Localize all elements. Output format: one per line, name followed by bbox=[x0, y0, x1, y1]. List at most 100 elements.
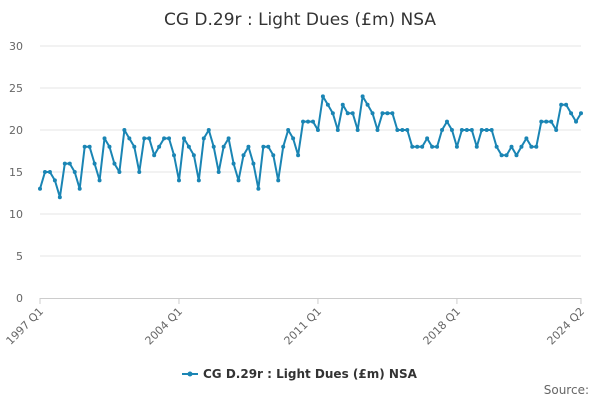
data-point[interactable] bbox=[474, 144, 479, 149]
data-point[interactable] bbox=[519, 144, 524, 149]
data-point[interactable] bbox=[320, 94, 325, 99]
data-point[interactable] bbox=[425, 136, 430, 141]
data-point[interactable] bbox=[390, 111, 395, 116]
data-point[interactable] bbox=[340, 102, 345, 107]
data-point[interactable] bbox=[365, 102, 370, 107]
data-point[interactable] bbox=[57, 195, 62, 200]
data-point[interactable] bbox=[112, 161, 117, 166]
data-point[interactable] bbox=[251, 161, 256, 166]
data-point[interactable] bbox=[405, 128, 410, 132]
data-point[interactable] bbox=[231, 161, 236, 166]
data-point[interactable] bbox=[181, 136, 186, 141]
data-point[interactable] bbox=[559, 102, 564, 107]
data-point[interactable] bbox=[186, 144, 191, 149]
data-point[interactable] bbox=[420, 144, 425, 149]
data-point[interactable] bbox=[440, 128, 445, 132]
data-point[interactable] bbox=[529, 144, 534, 149]
data-point[interactable] bbox=[87, 144, 92, 149]
data-point[interactable] bbox=[97, 178, 102, 183]
data-point[interactable] bbox=[569, 111, 574, 116]
data-point[interactable] bbox=[206, 128, 211, 132]
data-point[interactable] bbox=[395, 128, 400, 132]
data-point[interactable] bbox=[137, 170, 142, 174]
data-point[interactable] bbox=[494, 144, 499, 149]
data-point[interactable] bbox=[42, 170, 47, 174]
data-point[interactable] bbox=[400, 128, 405, 132]
data-point[interactable] bbox=[157, 144, 162, 149]
data-point[interactable] bbox=[152, 153, 157, 158]
data-point[interactable] bbox=[325, 102, 330, 107]
data-point[interactable] bbox=[127, 136, 132, 141]
data-point[interactable] bbox=[241, 153, 246, 158]
data-point[interactable] bbox=[489, 128, 494, 132]
data-point[interactable] bbox=[315, 128, 320, 132]
data-point[interactable] bbox=[107, 144, 112, 149]
data-point[interactable] bbox=[435, 144, 440, 149]
data-point[interactable] bbox=[479, 128, 484, 132]
data-point[interactable] bbox=[524, 136, 529, 141]
data-point[interactable] bbox=[301, 119, 306, 124]
data-point[interactable] bbox=[67, 161, 72, 166]
data-point[interactable] bbox=[77, 186, 82, 191]
data-point[interactable] bbox=[370, 111, 375, 116]
data-point[interactable] bbox=[62, 161, 67, 166]
data-point[interactable] bbox=[132, 144, 137, 149]
data-point[interactable] bbox=[469, 128, 474, 132]
data-point[interactable] bbox=[291, 136, 296, 141]
data-point[interactable] bbox=[306, 119, 311, 124]
data-point[interactable] bbox=[211, 144, 216, 149]
data-point[interactable] bbox=[201, 136, 206, 141]
data-point[interactable] bbox=[415, 144, 420, 149]
data-point[interactable] bbox=[410, 144, 415, 149]
data-point[interactable] bbox=[256, 186, 261, 191]
data-point[interactable] bbox=[499, 153, 504, 158]
data-point[interactable] bbox=[330, 111, 335, 116]
data-point[interactable] bbox=[375, 128, 380, 132]
data-point[interactable] bbox=[310, 119, 315, 124]
data-point[interactable] bbox=[444, 119, 449, 124]
data-point[interactable] bbox=[544, 119, 549, 124]
data-point[interactable] bbox=[459, 128, 464, 132]
data-point[interactable] bbox=[176, 178, 181, 183]
data-point[interactable] bbox=[122, 128, 127, 132]
data-point[interactable] bbox=[449, 128, 454, 132]
data-point[interactable] bbox=[430, 144, 435, 149]
data-point[interactable] bbox=[246, 144, 251, 149]
data-point[interactable] bbox=[360, 94, 365, 99]
data-point[interactable] bbox=[464, 128, 469, 132]
data-point[interactable] bbox=[172, 153, 177, 158]
data-point[interactable] bbox=[539, 119, 544, 124]
data-point[interactable] bbox=[296, 153, 301, 158]
data-point[interactable] bbox=[350, 111, 355, 116]
data-point[interactable] bbox=[147, 136, 152, 141]
data-point[interactable] bbox=[484, 128, 489, 132]
data-point[interactable] bbox=[276, 178, 281, 183]
data-point[interactable] bbox=[226, 136, 231, 141]
data-point[interactable] bbox=[385, 111, 390, 116]
data-point[interactable] bbox=[454, 144, 459, 149]
data-point[interactable] bbox=[549, 119, 554, 124]
data-point[interactable] bbox=[261, 144, 266, 149]
data-point[interactable] bbox=[196, 178, 201, 183]
legend[interactable]: CG D.29r : Light Dues (£m) NSA bbox=[182, 367, 418, 381]
data-point[interactable] bbox=[167, 136, 172, 141]
data-point[interactable] bbox=[72, 170, 77, 174]
data-point[interactable] bbox=[191, 153, 196, 158]
data-point[interactable] bbox=[221, 144, 226, 149]
data-point[interactable] bbox=[102, 136, 107, 141]
data-point[interactable] bbox=[142, 136, 147, 141]
data-point[interactable] bbox=[574, 119, 579, 124]
data-point[interactable] bbox=[281, 144, 286, 149]
data-point[interactable] bbox=[216, 170, 221, 174]
data-point[interactable] bbox=[286, 128, 291, 132]
data-point[interactable] bbox=[47, 170, 52, 174]
data-point[interactable] bbox=[236, 178, 241, 183]
data-point[interactable] bbox=[271, 153, 276, 158]
data-point[interactable] bbox=[564, 102, 569, 107]
data-point[interactable] bbox=[345, 111, 350, 116]
data-point[interactable] bbox=[509, 144, 514, 149]
data-point[interactable] bbox=[117, 170, 122, 174]
data-point[interactable] bbox=[335, 128, 340, 132]
data-point[interactable] bbox=[266, 144, 271, 149]
data-point[interactable] bbox=[162, 136, 167, 141]
